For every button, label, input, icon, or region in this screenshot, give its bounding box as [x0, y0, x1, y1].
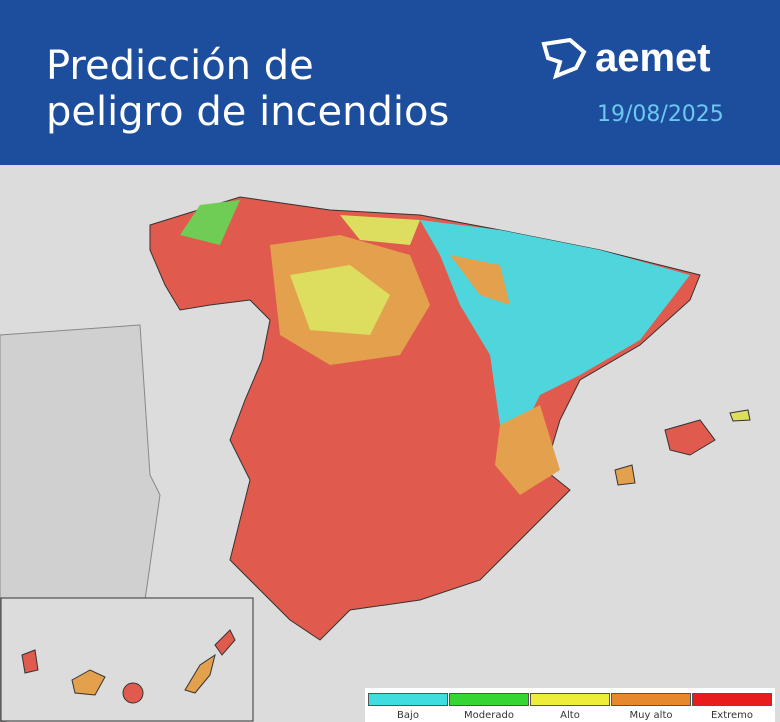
zone	[450, 255, 510, 305]
island	[122, 682, 144, 704]
map	[0, 165, 780, 722]
legend-label: Moderado	[464, 710, 514, 721]
legend-swatch	[449, 693, 529, 706]
zone	[290, 265, 390, 335]
legend-label: Bajo	[397, 710, 419, 721]
legend-item: Alto	[530, 693, 610, 721]
title-line: Predicción de	[46, 43, 314, 89]
logo-icon	[541, 38, 587, 80]
legend-swatch	[368, 693, 448, 706]
canary-inset	[0, 597, 254, 722]
legend-swatch	[611, 693, 691, 706]
legend-item: Extremo	[692, 693, 772, 721]
legend: Bajo Moderado Alto Muy alto Extremo	[365, 688, 775, 722]
legend-swatch	[530, 693, 610, 706]
title-line: peligro de incendios	[46, 89, 450, 135]
zone	[340, 215, 420, 245]
legend-label: Muy alto	[629, 710, 673, 721]
legend-label: Extremo	[710, 710, 754, 721]
legend-item: Bajo	[368, 693, 448, 721]
legend-swatch	[692, 693, 772, 706]
legend-item: Moderado	[449, 693, 529, 721]
zone	[495, 405, 560, 495]
header: Predicción de peligro de incendios aemet…	[0, 0, 780, 165]
island	[614, 464, 636, 486]
logo: aemet	[595, 36, 711, 80]
legend-item: Muy alto	[611, 693, 691, 721]
island	[71, 669, 106, 696]
island	[664, 419, 716, 456]
zone	[180, 200, 240, 245]
island	[21, 649, 39, 674]
legend-label: Alto	[560, 710, 580, 721]
date: 19/08/2025	[597, 102, 724, 127]
island	[214, 629, 236, 656]
island	[184, 653, 216, 694]
island	[729, 409, 751, 422]
